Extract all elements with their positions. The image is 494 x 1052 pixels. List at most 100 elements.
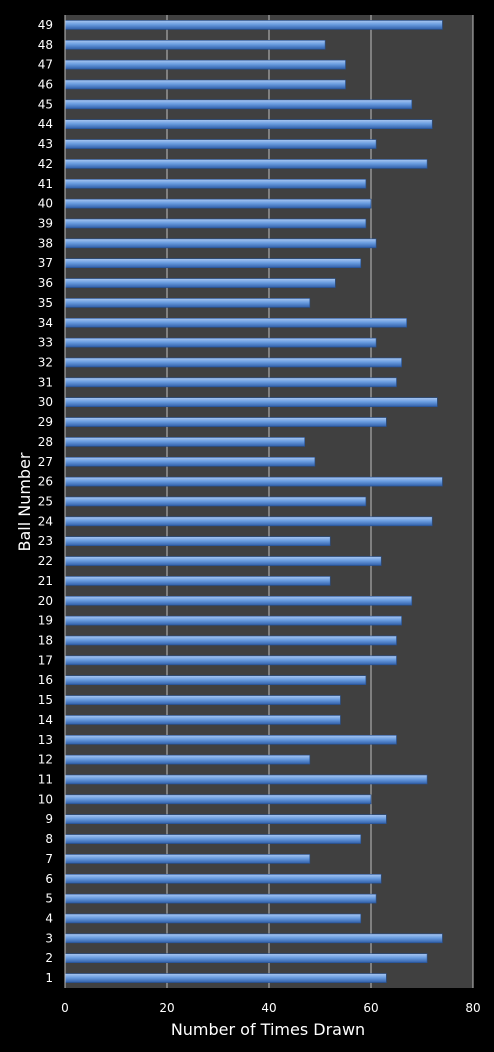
- y-tick-label: 24: [38, 514, 53, 528]
- y-tick-label: 41: [38, 177, 53, 191]
- y-tick-label: 46: [38, 78, 53, 92]
- bar-ball-12: [64, 754, 311, 765]
- bar-ball-14: [64, 715, 341, 725]
- y-tick-label: 18: [38, 634, 53, 648]
- y-tick-label: 32: [38, 356, 53, 370]
- bar-ball-38: [64, 238, 377, 249]
- bar-ball-26: [64, 476, 443, 487]
- bar-ball-3: [64, 933, 443, 944]
- y-tick-label: 10: [38, 792, 53, 806]
- y-tick-label: 27: [38, 455, 53, 469]
- y-tick-label: 36: [38, 276, 53, 290]
- bar-ball-48: [64, 39, 326, 50]
- y-tick-label: 7: [45, 852, 53, 866]
- y-tick-labels: 1234567891011121314151617181920212223242…: [38, 18, 53, 985]
- y-tick-label: 12: [38, 753, 53, 767]
- x-tick-label: 0: [61, 1001, 69, 1015]
- bar-ball-36: [64, 278, 336, 288]
- bar-ball-39: [64, 218, 367, 229]
- bar-ball-23: [64, 536, 331, 547]
- y-tick-label: 33: [38, 336, 53, 350]
- y-tick-label: 34: [38, 316, 53, 330]
- bar-ball-15: [64, 695, 341, 705]
- bar-ball-20: [64, 595, 413, 606]
- y-tick-label: 22: [38, 554, 53, 568]
- y-tick-label: 26: [38, 475, 53, 489]
- y-tick-label: 45: [38, 97, 53, 111]
- bar-ball-21: [64, 576, 331, 586]
- y-tick-label: 42: [38, 157, 53, 171]
- y-tick-label: 37: [38, 256, 53, 270]
- bar-ball-9: [64, 814, 387, 825]
- bar-ball-43: [64, 139, 377, 149]
- bar-ball-34: [64, 317, 408, 328]
- x-tick-label: 60: [363, 1001, 378, 1015]
- y-tick-label: 1: [45, 971, 53, 985]
- bar-ball-44: [64, 119, 433, 130]
- y-tick-label: 14: [38, 713, 53, 727]
- bar-ball-45: [64, 99, 413, 110]
- bar-ball-7: [64, 854, 311, 864]
- y-tick-label: 17: [38, 653, 53, 667]
- bar-ball-4: [64, 913, 362, 924]
- bar-ball-42: [64, 159, 428, 169]
- bar-ball-35: [64, 298, 311, 308]
- x-tick-label: 80: [465, 1001, 480, 1015]
- bar-ball-37: [64, 258, 362, 269]
- y-tick-label: 28: [38, 435, 53, 449]
- x-tick-label: 20: [159, 1001, 174, 1015]
- bar-ball-10: [64, 794, 372, 805]
- y-tick-label: 25: [38, 495, 53, 509]
- y-tick-label: 2: [45, 951, 53, 965]
- y-tick-label: 43: [38, 137, 53, 151]
- y-tick-label: 40: [38, 197, 53, 211]
- x-tick-label: 40: [261, 1001, 276, 1015]
- y-tick-label: 6: [45, 872, 53, 886]
- y-tick-label: 38: [38, 236, 53, 250]
- y-tick-label: 20: [38, 594, 53, 608]
- bar-ball-41: [64, 178, 367, 189]
- y-tick-label: 39: [38, 217, 53, 231]
- y-tick-label: 9: [45, 812, 53, 826]
- bar-ball-8: [64, 834, 362, 844]
- y-tick-label: 16: [38, 673, 53, 687]
- bar-ball-1: [64, 973, 387, 983]
- bar-ball-32: [64, 357, 402, 368]
- bar-ball-17: [64, 655, 397, 666]
- y-tick-label: 31: [38, 375, 53, 389]
- y-tick-label: 11: [38, 773, 53, 787]
- bar-ball-16: [64, 675, 367, 686]
- y-tick-label: 19: [38, 614, 53, 628]
- x-tick-labels: 0 20 40 60 80: [61, 1001, 480, 1015]
- bar-ball-31: [64, 377, 397, 388]
- bar-ball-49: [64, 20, 443, 30]
- y-tick-label: 48: [38, 38, 53, 52]
- y-tick-label: 23: [38, 534, 53, 548]
- bar-ball-19: [64, 615, 402, 626]
- y-tick-label: 35: [38, 296, 53, 310]
- y-tick-label: 5: [45, 892, 53, 906]
- bar-ball-2: [64, 953, 428, 964]
- bar-ball-25: [64, 496, 367, 507]
- y-tick-label: 15: [38, 693, 53, 707]
- y-tick-label: 30: [38, 395, 53, 409]
- bar-ball-18: [64, 635, 397, 646]
- y-tick-label: 8: [45, 832, 53, 846]
- bar-ball-13: [64, 734, 397, 745]
- x-axis-title: Number of Times Drawn: [171, 1020, 365, 1039]
- y-tick-label: 49: [38, 18, 53, 32]
- bar-ball-30: [64, 397, 438, 408]
- bar-ball-5: [64, 893, 377, 904]
- y-tick-label: 4: [45, 912, 53, 926]
- y-tick-label: 47: [38, 58, 53, 72]
- bar-ball-27: [64, 456, 316, 467]
- bar-ball-33: [64, 337, 377, 348]
- y-tick-label: 13: [38, 733, 53, 747]
- bar-ball-28: [64, 437, 305, 447]
- bars: [64, 15, 443, 988]
- y-tick-label: 44: [38, 117, 53, 131]
- y-tick-label: 21: [38, 574, 53, 588]
- bar-ball-46: [64, 79, 346, 90]
- y-tick-label: 3: [45, 931, 53, 945]
